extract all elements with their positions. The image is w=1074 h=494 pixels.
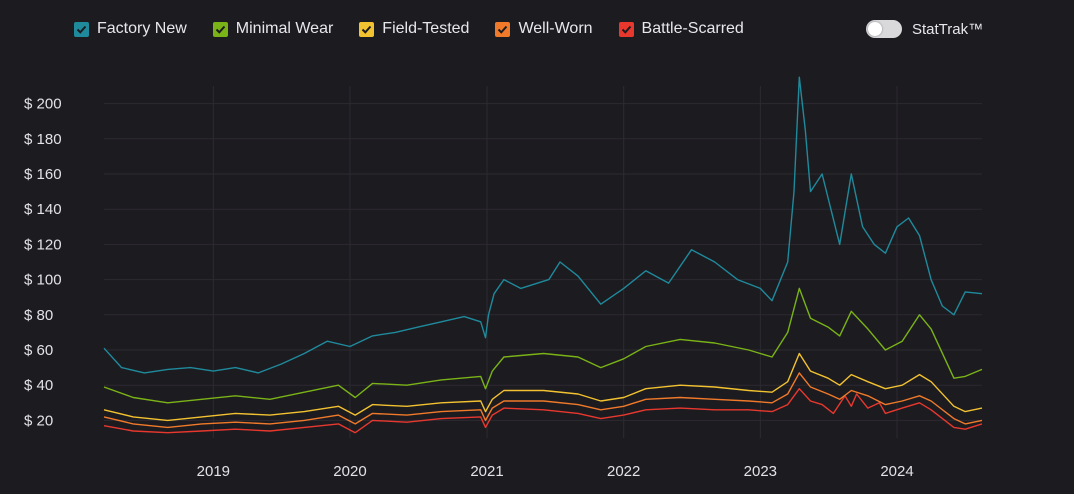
y-tick-label: $ 100 xyxy=(24,272,62,289)
legend-item-battle-scarred[interactable]: Battle-Scarred xyxy=(618,20,744,38)
series-line-well-worn[interactable] xyxy=(103,372,983,429)
checkbox-checked-icon[interactable] xyxy=(359,21,375,37)
y-tick-label: $ 160 xyxy=(24,166,62,183)
checkbox-checked-icon[interactable] xyxy=(495,21,511,37)
x-tick-label: 2023 xyxy=(744,463,777,480)
legend-item-field-tested[interactable]: Field-Tested xyxy=(359,20,469,38)
y-tick-label: $ 180 xyxy=(24,131,62,148)
toggle-knob xyxy=(868,22,882,36)
y-tick-label: $ 140 xyxy=(24,201,62,218)
legend-label: Field-Tested xyxy=(382,20,470,37)
y-tick-label: $ 80 xyxy=(24,307,53,324)
legend-label: Battle-Scarred xyxy=(641,20,744,37)
y-tick-label: $ 60 xyxy=(24,342,53,359)
legend-label: Minimal Wear xyxy=(235,20,334,37)
x-axis-ticks: 2019 2020 2021 2022 2023 2024 xyxy=(197,463,914,480)
y-axis-ticks: $ 20 $ 40 $ 60 $ 80 $ 100 $ 120 $ 140 $ 160 $ 18… xyxy=(24,96,62,430)
legend-label: Factory New xyxy=(97,20,187,37)
chart-legend: Factory New Minimal Wear Field-Tested We… xyxy=(74,20,770,38)
stattrak-toggle[interactable] xyxy=(866,20,902,38)
series-line-minimal-wear[interactable] xyxy=(103,287,983,404)
checkbox-checked-icon[interactable] xyxy=(618,21,634,37)
checkbox-checked-icon[interactable] xyxy=(74,21,89,37)
series-lines xyxy=(103,76,983,434)
x-tick-label: 2021 xyxy=(470,463,503,480)
legend-label: Well-Worn xyxy=(518,20,593,37)
legend-item-minimal-wear[interactable]: Minimal Wear xyxy=(212,20,334,38)
x-tick-label: 2022 xyxy=(607,463,640,480)
y-tick-label: $ 20 xyxy=(24,412,53,429)
legend-item-factory-new[interactable]: Factory New xyxy=(74,20,187,38)
y-tick-label: $ 200 xyxy=(24,96,62,113)
stattrak-label: StatTrak™ xyxy=(912,20,984,38)
checkbox-checked-icon[interactable] xyxy=(212,21,228,37)
x-tick-label: 2020 xyxy=(333,463,366,480)
y-tick-label: $ 40 xyxy=(24,377,53,394)
x-tick-label: 2019 xyxy=(197,463,230,480)
series-line-battle-scarred[interactable] xyxy=(103,388,983,434)
x-tick-label: 2024 xyxy=(880,463,913,480)
series-line-factory-new[interactable] xyxy=(103,76,983,374)
stattrak-toggle-group: StatTrak™ xyxy=(866,20,983,38)
series-line-field-tested[interactable] xyxy=(103,352,983,422)
gridlines xyxy=(104,86,982,438)
legend-item-well-worn[interactable]: Well-Worn xyxy=(495,20,593,38)
y-tick-label: $ 120 xyxy=(24,236,62,253)
